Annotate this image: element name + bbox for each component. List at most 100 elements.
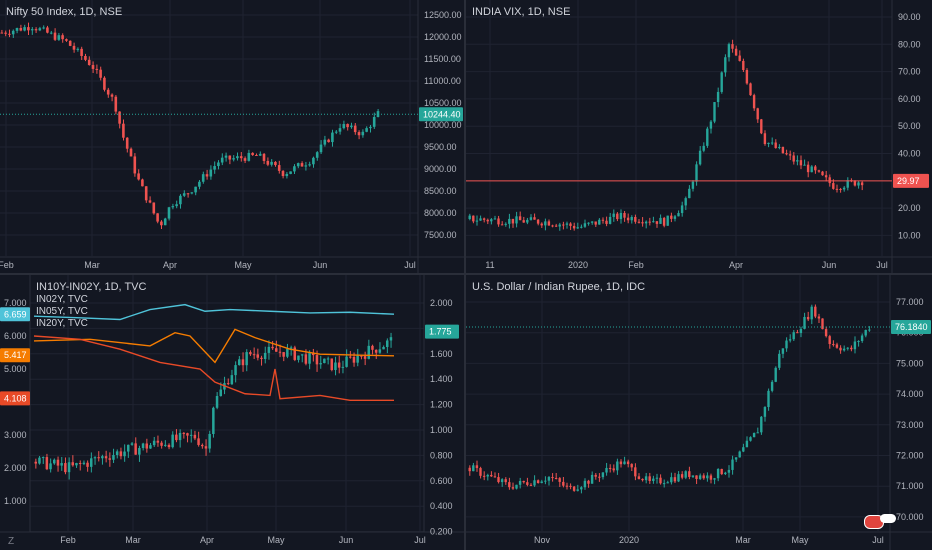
left-tick-label: 7.000 [4,298,27,308]
vix-candle [598,219,601,225]
vix-candle [623,212,626,218]
nifty-candle [213,166,216,170]
nifty-candle [338,128,342,132]
usdinr-candle [727,469,731,473]
usdinr-candle [860,335,864,341]
spread-candle [78,463,82,465]
nifty-candle [372,116,376,127]
spread-candle [97,457,100,459]
yield-chart[interactable]: 7.0006.0005.0004.0003.0002.0001.0002.000… [0,275,464,550]
usdinr-candle [515,484,518,489]
x-tick-label: Feb [628,260,644,270]
nifty-candle [327,139,330,143]
nifty-candle [118,111,121,124]
spread-candle [178,432,182,441]
usdinr-candle [634,467,637,477]
y-tick-label: 11500.00 [424,54,461,64]
vix-candle [785,153,788,155]
x-tick-label: Apr [200,535,214,545]
spread-candle [297,355,300,360]
spread-candle [345,356,348,367]
vix-candle [688,188,691,199]
nifty-pane[interactable]: 12500.00 12000.00 11500.00 11000.00 10500.00… [0,0,464,273]
usdinr-title: U.S. Dollar / Indian Rupee, 1D, IDC [472,281,646,293]
nifty-chart[interactable]: 12500.00 12000.00 11500.00 11000.00 10500.00… [0,0,464,273]
horizontal-divider[interactable] [0,273,932,275]
usdinr-chart[interactable]: 77.00076.00075.00074.00073.00072.00071.0… [466,275,932,550]
usdinr-candle [554,477,558,479]
toggle-icon[interactable] [880,514,896,523]
usdinr-candle [677,474,680,482]
spread-candle [256,354,259,358]
vix-chart[interactable]: 90.0080.0070.0060.0050.0040.0030.0020.00… [466,0,932,273]
spread-candle [289,347,293,349]
vix-candle [536,219,540,224]
log-scale-toggle[interactable]: Z [8,536,15,547]
y-tick-label: 40.00 [898,149,921,159]
vix-candle [749,83,752,96]
vix-price-tag [893,173,929,188]
nifty-candle [319,144,323,153]
right-tick-label: 0.600 [430,476,453,486]
vix-candle [684,198,687,206]
spread-candle [186,433,189,436]
spread-candle [371,345,374,350]
usdinr-candle [864,329,867,336]
nifty-candle [304,165,308,167]
vix-candle [846,180,849,188]
x-tick-label: May [791,535,809,545]
left-tag-2 [0,391,30,406]
vix-candle [821,171,824,176]
spread-candle [171,434,174,448]
spread-candle [145,443,148,449]
vix-candle [724,57,727,73]
spread-candle [49,463,52,470]
spread-candle [349,356,352,358]
nifty-candle [217,162,220,167]
usdinr-candle [763,407,767,417]
usdinr-candle [806,316,810,320]
usdinr-candle [468,467,471,472]
y-tick-label: 74.000 [896,389,924,399]
spread-candle [286,348,289,357]
vix-candle [508,218,511,224]
vix-candle [526,219,529,223]
usdinr-candle [684,471,687,478]
nifty-title: Nifty 50 Index, 1D, NSE [6,6,123,18]
nifty-candle [365,128,368,132]
usdinr-candle [846,347,849,349]
vix-pane[interactable]: 90.0080.0070.0060.0050.0040.0030.0020.00… [466,0,932,273]
nifty-candle [270,161,273,165]
yield-pane[interactable]: 7.0006.0005.0004.0003.0002.0001.0002.000… [0,275,464,550]
spread-candle [56,459,60,466]
usdinr-candle [594,474,597,477]
spread-candle [382,347,385,350]
spread-candle [267,346,271,353]
vertical-divider[interactable] [464,0,466,550]
vix-candle [673,216,677,219]
vix-candle [511,218,515,224]
nifty-candle [91,65,95,69]
vix-candle [529,217,533,220]
vix-candle [504,223,507,225]
vix-candle [630,216,633,221]
nifty-candle [160,221,163,226]
vix-candle [655,221,659,224]
right-tick-label: 0.400 [430,501,453,511]
nifty-candle [103,77,106,90]
usdinr-candle [745,440,749,448]
usdinr-candle [648,476,651,481]
usdinr-candle [504,479,507,483]
spread-candle [360,355,363,357]
x-tick-label: Jul [872,535,884,545]
x-tick-label: May [234,260,252,270]
nifty-candle [80,48,83,56]
usdinr-pane[interactable]: 77.00076.00075.00074.00073.00072.00071.0… [466,275,932,550]
spread-candle [282,352,285,357]
spread-candle [197,438,200,445]
vix-candle [720,72,723,92]
spread-candle [337,362,341,368]
spread-candle [41,457,45,459]
usdinr-candle [853,341,857,350]
vix-price-tag-text: 29.97 [897,176,920,186]
